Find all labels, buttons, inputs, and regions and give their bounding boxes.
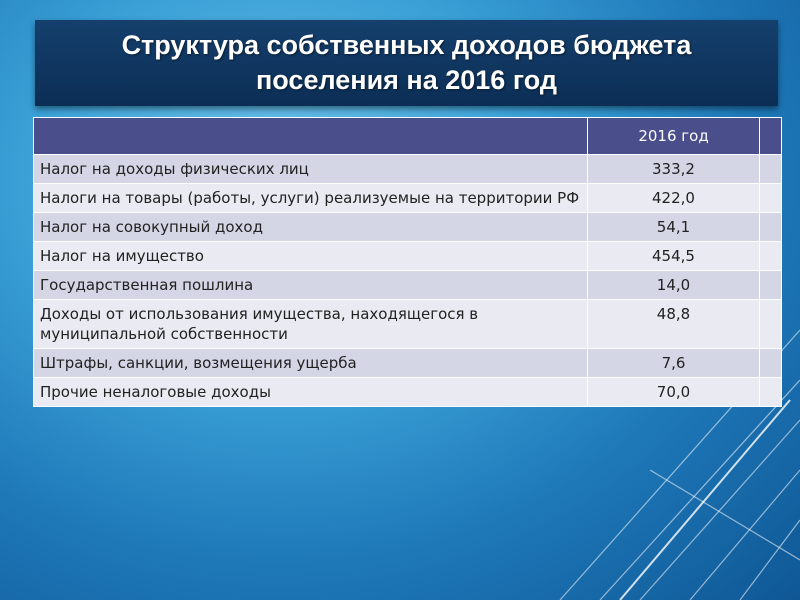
row-value: 48,8	[587, 299, 760, 349]
row-value: 14,0	[587, 270, 760, 300]
row-extra	[759, 299, 782, 349]
row-name: Налог на совокупный доход	[33, 212, 588, 242]
table-header-row: 2016 год	[33, 117, 782, 155]
header-extra-cell	[759, 117, 782, 155]
table-row: Налог на имущество 454,5	[33, 241, 782, 271]
table-row: Налог на доходы физических лиц 333,2	[33, 154, 782, 184]
row-value: 454,5	[587, 241, 760, 271]
row-extra	[759, 270, 782, 300]
table-row: Налог на совокупный доход 54,1	[33, 212, 782, 242]
row-extra	[759, 183, 782, 213]
row-value: 422,0	[587, 183, 760, 213]
row-extra	[759, 241, 782, 271]
row-value: 54,1	[587, 212, 760, 242]
row-value: 333,2	[587, 154, 760, 184]
row-extra	[759, 154, 782, 184]
table-row: Налоги на товары (работы, услуги) реализ…	[33, 183, 782, 213]
row-value: 70,0	[587, 377, 760, 407]
row-name: Государственная пошлина	[33, 270, 588, 300]
row-extra	[759, 212, 782, 242]
row-name: Доходы от использования имущества, наход…	[33, 299, 588, 349]
page-title: Структура собственных доходов бюджета по…	[121, 30, 692, 95]
title-bar: Структура собственных доходов бюджета по…	[35, 20, 778, 106]
table-row: Доходы от использования имущества, наход…	[33, 299, 782, 349]
table-row: Прочие неналоговые доходы 70,0	[33, 377, 782, 407]
row-name: Налоги на товары (работы, услуги) реализ…	[33, 183, 588, 213]
table-row: Штрафы, санкции, возмещения ущерба 7,6	[33, 348, 782, 378]
header-name-cell	[33, 117, 588, 155]
row-name: Налог на доходы физических лиц	[33, 154, 588, 184]
header-year-cell: 2016 год	[587, 117, 760, 155]
row-name: Штрафы, санкции, возмещения ущерба	[33, 348, 588, 378]
row-name: Налог на имущество	[33, 241, 588, 271]
row-extra	[759, 348, 782, 378]
row-value: 7,6	[587, 348, 760, 378]
table-row: Государственная пошлина 14,0	[33, 270, 782, 300]
row-name: Прочие неналоговые доходы	[33, 377, 588, 407]
row-extra	[759, 377, 782, 407]
income-table: 2016 год Налог на доходы физических лиц …	[33, 117, 782, 407]
